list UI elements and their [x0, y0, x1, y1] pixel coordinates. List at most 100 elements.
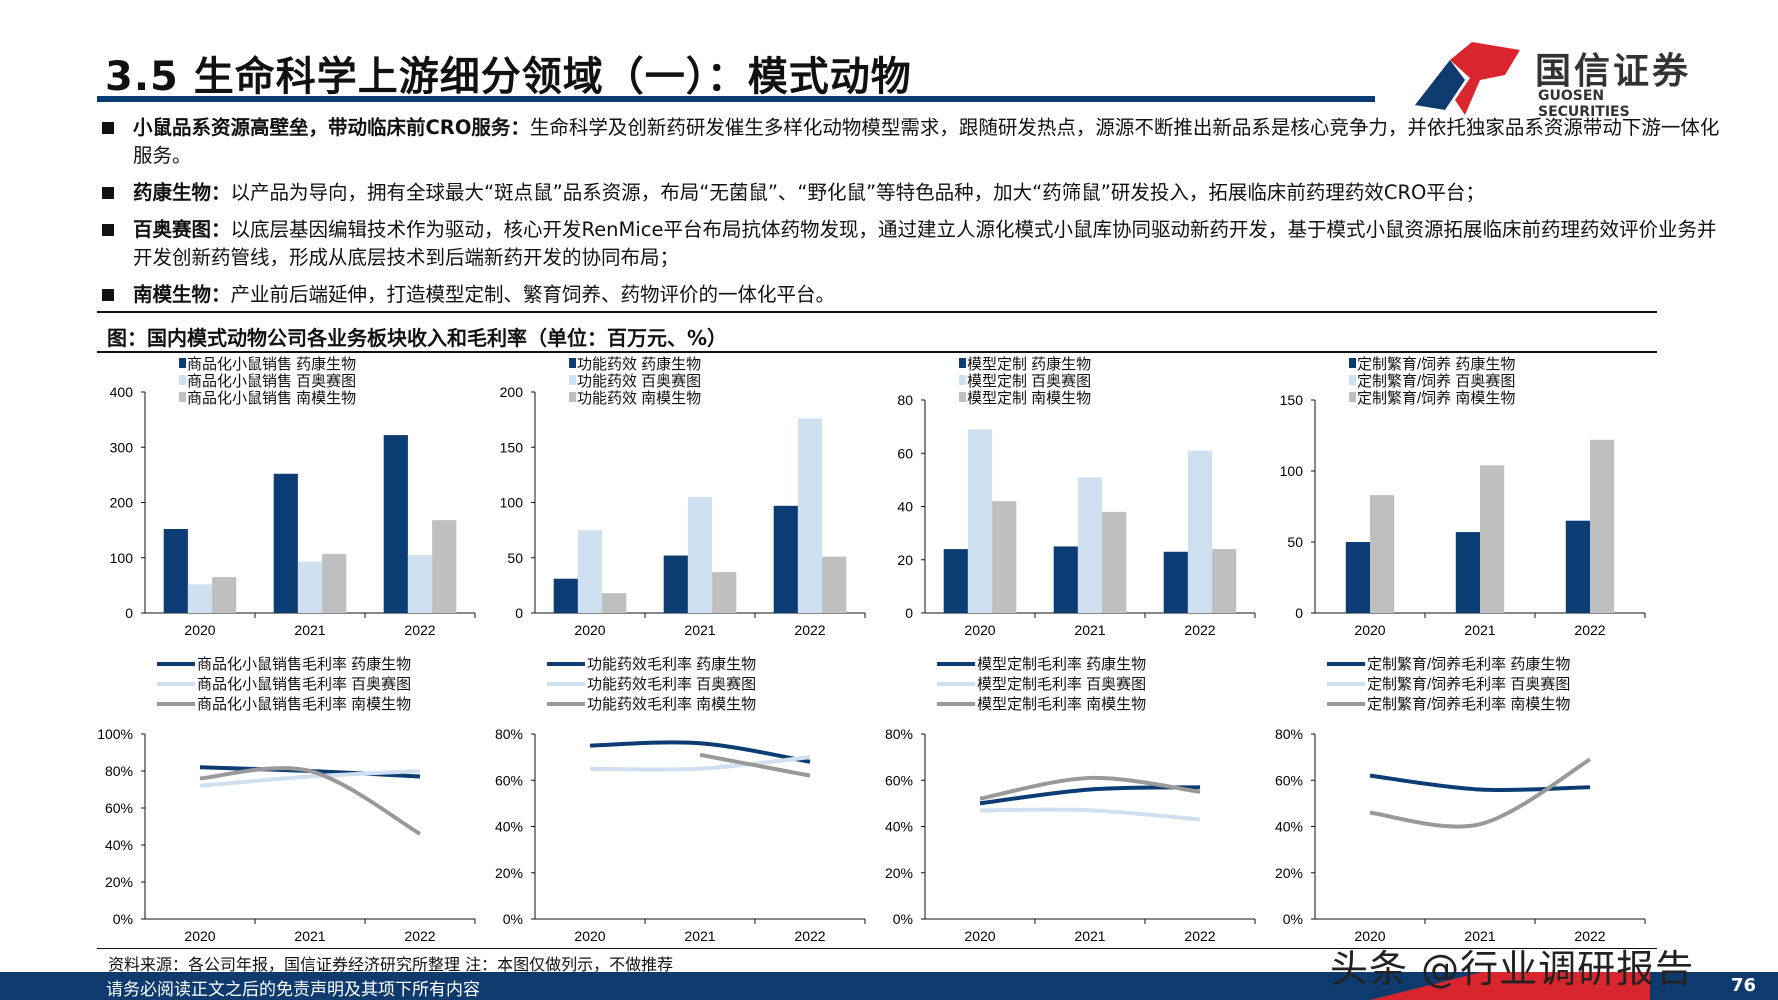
legend-swatch [1349, 358, 1356, 368]
bar [992, 501, 1017, 613]
y-tick-label: 80% [885, 726, 913, 742]
bullet-item: 百奥赛图：以底层基因编辑技术作为驱动，核心开发RenMice平台布局抗体药物发现… [100, 216, 1730, 272]
legend-swatch [1349, 392, 1356, 402]
logo-text-cn: 国信证券 [1535, 51, 1692, 92]
legend-label: 商品化小鼠销售毛利率 南模生物 [197, 696, 411, 713]
y-tick-label: 20% [885, 865, 913, 881]
bar [432, 520, 457, 613]
bar [1077, 477, 1103, 613]
bullet-heading: 小鼠品系资源高壁垒，带动临床前CRO服务： [133, 116, 530, 139]
bar [663, 555, 688, 613]
x-tick-label: 2021 [1074, 622, 1105, 638]
bar [1053, 546, 1078, 613]
series-line [979, 807, 1201, 822]
legend-label: 功能药效毛利率 药康生物 [587, 656, 756, 673]
x-tick-label: 2021 [1464, 928, 1495, 944]
divider [97, 948, 1657, 949]
y-tick-label: 200 [110, 495, 134, 511]
x-tick-label: 2020 [574, 622, 605, 638]
y-tick-label: 150 [1280, 392, 1304, 408]
bar [297, 561, 323, 613]
series-line [1369, 773, 1591, 793]
bar [1163, 551, 1188, 613]
legend-swatch [179, 358, 186, 368]
y-tick-label: 20% [495, 865, 523, 881]
bullet-square-icon [102, 122, 114, 134]
legend-label: 模型定制 药康生物 [967, 356, 1091, 373]
y-tick-label: 100% [97, 726, 133, 742]
x-tick-label: 2022 [794, 622, 825, 638]
legend-label: 商品化小鼠销售 百奥赛图 [187, 373, 356, 390]
watermark: 头条 @行业调研报告 [1330, 947, 1695, 991]
bar [1565, 520, 1590, 613]
bullet-square-icon [102, 289, 114, 301]
y-tick-label: 50 [1287, 534, 1303, 550]
y-tick-label: 100 [500, 495, 524, 511]
logo-mark-icon [1415, 42, 1520, 115]
bullet-text: 以底层基因编辑技术作为驱动，核心开发RenMice平台布局抗体药物发现，通过建立… [133, 218, 1717, 269]
series-line [589, 755, 811, 772]
margin-line-chart-4: 定制繁育/饲养毛利率 药康生物 定制繁育/饲养毛利率 百奥赛图 定制繁育/饲养毛利率… [1267, 652, 1657, 952]
series-line [199, 766, 421, 836]
bar [1212, 549, 1237, 613]
legend-swatch [959, 358, 966, 368]
revenue-bar-chart-1: 商品化小鼠销售 药康生物 商品化小鼠销售 百奥赛图 商品化小鼠销售 南模生物 0 100… [97, 356, 487, 652]
x-tick-label: 2022 [794, 928, 825, 944]
bar [322, 553, 347, 613]
legend-label: 商品化小鼠销售毛利率 药康生物 [197, 656, 411, 673]
bar [553, 578, 578, 613]
legend-label: 模型定制毛利率 南模生物 [977, 696, 1146, 713]
margin-line-chart-1: 商品化小鼠销售毛利率 药康生物 商品化小鼠销售毛利率 百奥赛图 商品化小鼠销售毛利率… [97, 652, 487, 952]
legend-swatch [959, 392, 966, 402]
legend-label: 功能药效 南模生物 [577, 390, 701, 407]
bar [797, 418, 823, 613]
x-tick-label: 2020 [184, 928, 215, 944]
x-tick-label: 2022 [404, 928, 435, 944]
series-line [589, 740, 811, 764]
y-tick-label: 40% [885, 819, 913, 835]
bullet-item: 小鼠品系资源高壁垒，带动临床前CRO服务：生命科学及创新药研发催生多样化动物模型… [100, 114, 1730, 170]
y-tick-label: 400 [110, 384, 134, 400]
x-tick-label: 2021 [684, 622, 715, 638]
bar [967, 429, 993, 613]
y-tick-label: 80% [105, 763, 133, 779]
x-tick-label: 2022 [404, 622, 435, 638]
bar [822, 556, 847, 613]
x-tick-label: 2021 [1074, 928, 1105, 944]
legend-label: 功能药效 药康生物 [577, 356, 701, 373]
y-tick-label: 60% [495, 772, 523, 788]
bar [273, 473, 298, 613]
legend-label: 模型定制毛利率 百奥赛图 [977, 676, 1146, 693]
bar [1102, 511, 1127, 613]
legend-label: 模型定制 百奥赛图 [967, 373, 1091, 390]
y-tick-label: 60% [105, 800, 133, 816]
y-tick-label: 100 [110, 550, 134, 566]
bullet-heading: 南模生物： [133, 283, 231, 306]
x-tick-label: 2020 [1354, 622, 1385, 638]
figure-title: 图：国内模式动物公司各业务板块收入和毛利率（单位：百万元、%） [107, 326, 728, 350]
revenue-bar-chart-3: 模型定制 药康生物 模型定制 百奥赛图 模型定制 南模生物 0 20 40 60 80 2020… [877, 356, 1267, 652]
guosen-logo: 国信证券 GUOSEN SECURITIES [1410, 40, 1700, 120]
x-tick-label: 2021 [684, 928, 715, 944]
bullet-text: 以产品为导向，拥有全球最大“斑点鼠”品系资源，布局“无菌鼠”、“野化鼠”等特色品… [230, 181, 1485, 204]
y-tick-label: 0% [503, 911, 523, 927]
y-tick-label: 20 [897, 552, 913, 568]
y-tick-label: 40% [105, 837, 133, 853]
margin-line-chart-3: 模型定制毛利率 药康生物 模型定制毛利率 百奥赛图 模型定制毛利率 南模生物 0% 20… [877, 652, 1267, 952]
legend-swatch [959, 375, 966, 385]
x-tick-label: 2022 [1574, 928, 1605, 944]
bar [212, 577, 237, 613]
bar [1370, 495, 1395, 613]
x-tick-label: 2020 [574, 928, 605, 944]
footer-disclaimer: 请务必阅读正文之后的免责声明及其项下所有内容 [106, 980, 480, 1000]
legend-label: 定制繁育/饲养 药康生物 [1357, 356, 1515, 373]
divider [97, 311, 1657, 313]
y-tick-label: 0 [515, 605, 523, 621]
legend-label: 功能药效毛利率 百奥赛图 [587, 676, 756, 693]
bullet-heading: 药康生物： [133, 181, 231, 204]
y-tick-label: 20% [1275, 865, 1303, 881]
y-tick-label: 0% [1283, 911, 1303, 927]
legend-swatch [569, 358, 576, 368]
